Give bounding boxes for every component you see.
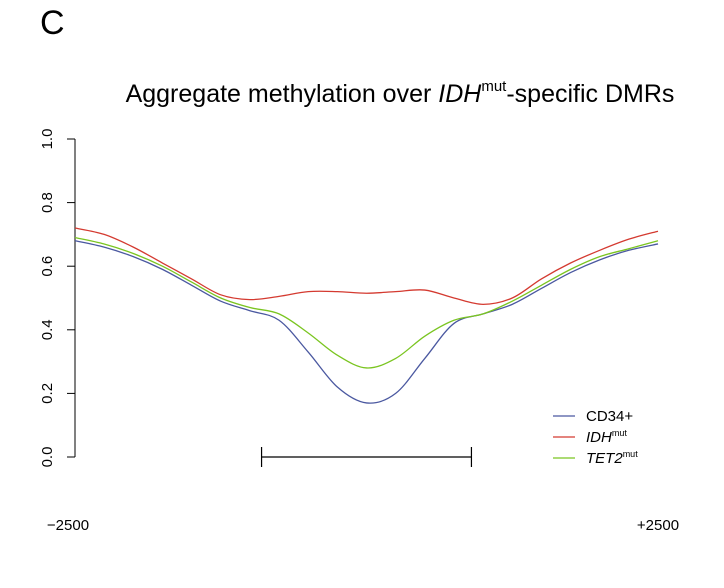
title-italic: IDH (438, 80, 482, 108)
legend-label-superscript: mut (612, 428, 628, 438)
y-tick-label: 0.8 (39, 192, 56, 213)
legend-label-italic: IDH (586, 429, 612, 446)
panel-label: C (40, 4, 65, 42)
legend-label-superscript: mut (623, 449, 639, 459)
title-prefix: Aggregate methylation over (126, 80, 439, 108)
y-axis: 0.0 0.2 0.4 0.6 0.8 1.0 (39, 129, 76, 468)
y-tick-label: 0.0 (39, 447, 56, 468)
dmr-region-bar (260, 447, 473, 467)
series-layer (74, 227, 659, 404)
y-tick-label: 1.0 (39, 129, 56, 150)
title-suffix: -specific DMRs (506, 80, 674, 108)
legend-label-0: CD34+ (586, 408, 633, 425)
y-tick-label: 0.2 (39, 383, 56, 404)
title-superscript: mut (481, 78, 507, 95)
legend-label-name: CD34+ (586, 408, 633, 425)
legend-label-italic: TET2 (586, 450, 623, 467)
series-line-2 (74, 236, 659, 369)
y-tick-label: 0.4 (39, 319, 56, 340)
legend-label-2: TET2mut (586, 449, 638, 467)
legend-label-1: IDHmut (586, 428, 627, 446)
chart-title: Aggregate methylation over IDHmut-specif… (126, 78, 675, 108)
series-line-1 (74, 227, 659, 306)
x-edge-label-left: −2500 (47, 517, 89, 534)
x-edge-label-right: +2500 (637, 517, 679, 534)
y-tick-label: 0.6 (39, 256, 56, 277)
series-line-0 (74, 240, 659, 404)
